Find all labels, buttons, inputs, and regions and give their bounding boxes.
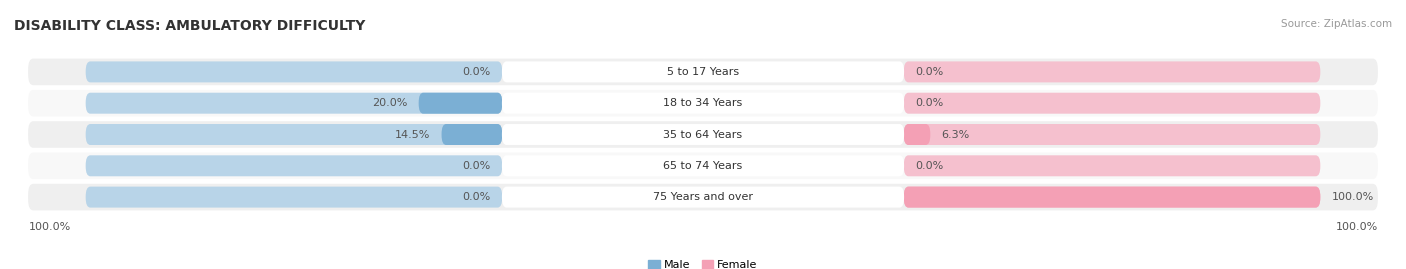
Text: 0.0%: 0.0% <box>463 67 491 77</box>
Text: 20.0%: 20.0% <box>373 98 408 108</box>
FancyBboxPatch shape <box>441 124 502 145</box>
Text: 0.0%: 0.0% <box>915 98 943 108</box>
FancyBboxPatch shape <box>86 124 502 145</box>
FancyBboxPatch shape <box>28 121 1378 148</box>
Text: 0.0%: 0.0% <box>915 161 943 171</box>
FancyBboxPatch shape <box>28 90 1378 116</box>
FancyBboxPatch shape <box>502 155 904 176</box>
FancyBboxPatch shape <box>86 93 502 114</box>
FancyBboxPatch shape <box>28 59 1378 85</box>
FancyBboxPatch shape <box>904 93 1320 114</box>
FancyBboxPatch shape <box>419 93 502 114</box>
FancyBboxPatch shape <box>502 187 904 208</box>
FancyBboxPatch shape <box>502 61 904 82</box>
Text: 100.0%: 100.0% <box>1336 222 1378 232</box>
Text: 0.0%: 0.0% <box>915 67 943 77</box>
FancyBboxPatch shape <box>904 187 1320 208</box>
FancyBboxPatch shape <box>904 155 1320 176</box>
FancyBboxPatch shape <box>86 61 502 82</box>
Text: 0.0%: 0.0% <box>463 161 491 171</box>
Text: 100.0%: 100.0% <box>1331 192 1374 202</box>
FancyBboxPatch shape <box>904 124 1320 145</box>
Text: 5 to 17 Years: 5 to 17 Years <box>666 67 740 77</box>
FancyBboxPatch shape <box>502 124 904 145</box>
FancyBboxPatch shape <box>904 187 1320 208</box>
FancyBboxPatch shape <box>86 155 502 176</box>
Text: 35 to 64 Years: 35 to 64 Years <box>664 129 742 140</box>
Text: 0.0%: 0.0% <box>463 192 491 202</box>
Text: 14.5%: 14.5% <box>395 129 430 140</box>
Text: 75 Years and over: 75 Years and over <box>652 192 754 202</box>
Text: 18 to 34 Years: 18 to 34 Years <box>664 98 742 108</box>
Text: 100.0%: 100.0% <box>28 222 70 232</box>
FancyBboxPatch shape <box>904 124 931 145</box>
FancyBboxPatch shape <box>28 184 1378 210</box>
Text: 65 to 74 Years: 65 to 74 Years <box>664 161 742 171</box>
Text: Source: ZipAtlas.com: Source: ZipAtlas.com <box>1281 19 1392 29</box>
FancyBboxPatch shape <box>28 153 1378 179</box>
FancyBboxPatch shape <box>86 187 502 208</box>
Text: 6.3%: 6.3% <box>942 129 970 140</box>
FancyBboxPatch shape <box>502 93 904 114</box>
FancyBboxPatch shape <box>904 61 1320 82</box>
Text: DISABILITY CLASS: AMBULATORY DIFFICULTY: DISABILITY CLASS: AMBULATORY DIFFICULTY <box>14 19 366 33</box>
Legend: Male, Female: Male, Female <box>648 260 758 269</box>
